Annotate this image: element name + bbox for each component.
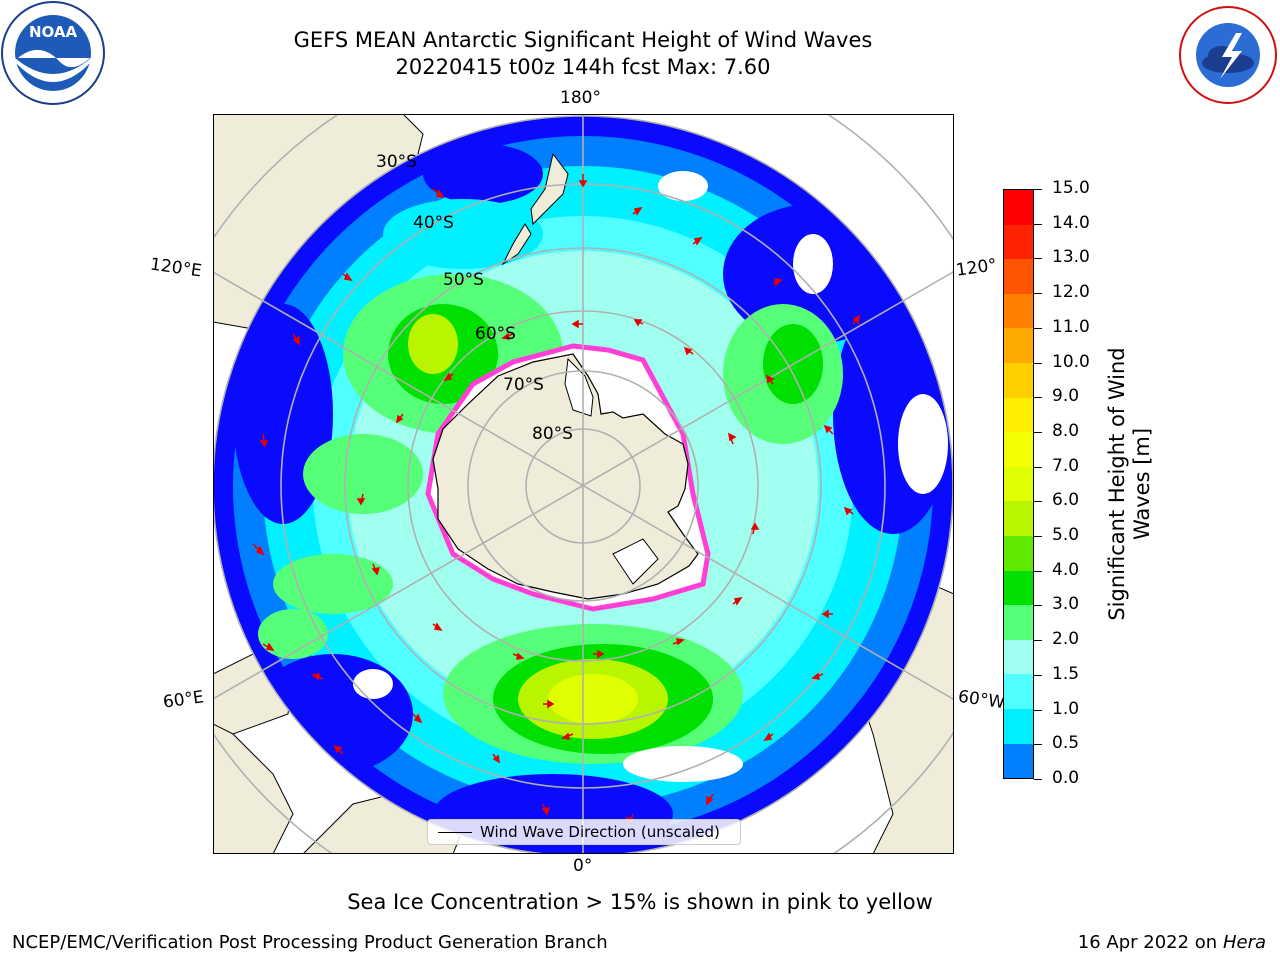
map-legend: Wind Wave Direction (unscaled) — [427, 819, 741, 845]
lon-label-lower-right: 60°W — [956, 686, 1007, 714]
colorbar-label: Significant Height of Wind Waves [m] — [1105, 347, 1155, 620]
lat-label-30s: 30°S — [376, 152, 417, 172]
footer-date: 16 Apr 2022 on Hera — [1078, 932, 1266, 953]
lon-label-top: 180° — [560, 88, 601, 108]
colorbar-tick-label: 5.0 — [1052, 525, 1080, 546]
colorbar-segment — [1004, 190, 1033, 225]
colorbar-segment — [1004, 432, 1033, 467]
colorbar — [1003, 189, 1034, 779]
colorbar-tick-mark — [1034, 640, 1042, 642]
colorbar-tick-label: 7.0 — [1052, 455, 1080, 476]
lat-label-50s: 50°S — [443, 270, 484, 290]
colorbar-tick-label: 2.0 — [1052, 629, 1080, 650]
colorbar-segment — [1004, 570, 1033, 606]
colorbar-tick-mark — [1034, 744, 1042, 746]
colorbar-tick-label: 11.0 — [1052, 316, 1090, 337]
colorbar-tick-mark — [1034, 501, 1042, 503]
colorbar-segment — [1004, 639, 1033, 675]
colorbar-segment — [1004, 224, 1033, 260]
colorbar-tick-mark — [1034, 674, 1042, 676]
colorbar-tick-mark — [1034, 327, 1042, 329]
colorbar-tick-label: 3.0 — [1052, 594, 1080, 615]
colorbar-segment — [1004, 674, 1033, 709]
lat-label-40s: 40°S — [413, 213, 454, 233]
colorbar-segment — [1004, 259, 1033, 294]
colorbar-tick-mark — [1034, 709, 1042, 711]
colorbar-tick-mark — [1034, 189, 1042, 190]
lon-label-upper-left: 120°E — [148, 254, 203, 282]
colorbar-tick-label: 1.5 — [1052, 663, 1080, 684]
colorbar-tick-mark — [1034, 570, 1042, 572]
colorbar-tick-mark — [1034, 536, 1042, 538]
colorbar-tick-label: 0.0 — [1052, 768, 1080, 788]
colorbar-tick-label: 8.0 — [1052, 420, 1080, 441]
lat-label-80s: 80°S — [532, 424, 573, 444]
colorbar-tick-label: 13.0 — [1052, 247, 1090, 268]
footer-machine: Hera — [1222, 932, 1266, 953]
colorbar-tick-mark — [1034, 431, 1042, 433]
footer-credit: NCEP/EMC/Verification Post Processing Pr… — [12, 932, 608, 953]
colorbar-tick-label: 15.0 — [1052, 178, 1090, 198]
legend-line-swatch — [438, 832, 472, 833]
colorbar-segment — [1004, 743, 1033, 779]
colorbar-segment — [1004, 535, 1033, 571]
antarctica-land — [432, 353, 699, 600]
lat-label-70s: 70°S — [503, 375, 544, 395]
colorbar-tick-label: 9.0 — [1052, 386, 1080, 407]
nws-logo — [1179, 6, 1277, 104]
colorbar-segment — [1004, 466, 1033, 502]
lat-label-60s: 60°S — [475, 324, 516, 344]
colorbar-tick-mark — [1034, 362, 1042, 364]
colorbar-label-line1: Significant Height of Wind — [1105, 347, 1129, 621]
footer-date-text: 16 Apr 2022 on — [1077, 932, 1218, 953]
colorbar-tick-label: 1.0 — [1052, 698, 1080, 719]
colorbar-tick-label: 0.5 — [1052, 733, 1080, 754]
colorbar-segment — [1004, 397, 1033, 433]
colorbar-label-line2: Waves [m] — [1130, 427, 1154, 541]
colorbar-segment — [1004, 328, 1033, 363]
colorbar-tick-mark — [1034, 466, 1042, 468]
colorbar-tick-label: 4.0 — [1052, 559, 1080, 580]
new-zealand-land — [530, 152, 569, 226]
colorbar-segment — [1004, 708, 1033, 744]
legend-label: Wind Wave Direction (unscaled) — [480, 823, 720, 841]
sea-ice-note: Sea Ice Concentration > 15% is shown in … — [347, 890, 933, 914]
colorbar-segment — [1004, 605, 1033, 640]
colorbar-tick-mark — [1034, 779, 1042, 780]
chart-title: GEFS MEAN Antarctic Significant Height o… — [293, 28, 873, 52]
colorbar-tick-mark — [1034, 397, 1042, 399]
colorbar-tick-label: 6.0 — [1052, 490, 1080, 511]
colorbar-tick-mark — [1034, 605, 1042, 607]
colorbar-segment — [1004, 501, 1033, 536]
lon-label-bottom: 0° — [573, 856, 593, 876]
chart-subtitle: 20220415 t00z 144h fcst Max: 7.60 — [395, 55, 771, 79]
wind-arrows — [252, 174, 860, 826]
lon-label-upper-right: 120° — [954, 255, 999, 281]
colorbar-tick-label: 14.0 — [1052, 212, 1090, 233]
colorbar-tick-mark — [1034, 223, 1042, 225]
colorbar-segment — [1004, 293, 1033, 329]
noaa-logo: NOAA — [1, 1, 105, 105]
svg-text:NOAA: NOAA — [29, 23, 78, 41]
colorbar-tick-mark — [1034, 258, 1042, 260]
colorbar-tick-label: 10.0 — [1052, 351, 1090, 372]
map-panel — [213, 114, 954, 854]
colorbar-tick-label: 12.0 — [1052, 282, 1090, 303]
lon-label-lower-left: 60°E — [161, 687, 206, 713]
colorbar-tick-mark — [1034, 293, 1042, 295]
colorbar-segment — [1004, 362, 1033, 398]
